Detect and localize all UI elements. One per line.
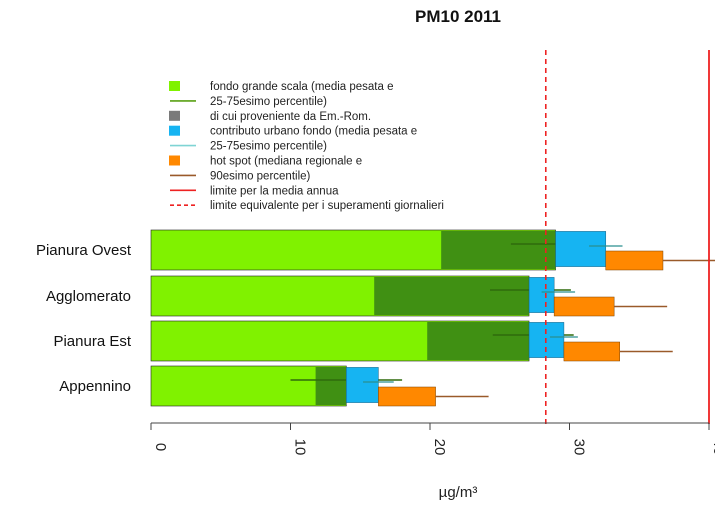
- legend-label-2: di cui proveniente da Em.-Rom.: [210, 111, 371, 123]
- bar-fondo-3: [150, 365, 347, 407]
- reference-lines: [544, 50, 710, 424]
- chart-title: PM10 2011: [415, 7, 501, 26]
- legend-label-0: fondo grande scala (media pesata e: [210, 81, 393, 93]
- legend-swatch-5: [169, 155, 180, 166]
- x-tick-label-1: 10: [292, 439, 309, 456]
- category-label-2: Pianura Est: [53, 333, 131, 350]
- x-tick-label-0: 0: [152, 443, 169, 451]
- legend-label-5: hot spot (mediana regionale e: [210, 156, 362, 168]
- legend-label-4: 25-75esimo percentile): [210, 141, 327, 153]
- legend: fondo grande scala (media pesata e 25-75e…: [169, 81, 444, 212]
- category-label-1: Agglomerato: [46, 288, 131, 305]
- legend-swatch-0: [169, 81, 180, 91]
- bar-hotspot-2: [563, 341, 620, 362]
- bars-layer: [150, 229, 715, 407]
- legend-label-7: limite per la media annua: [210, 185, 339, 197]
- legend-label-8: limite equivalente per i superamenti gio…: [210, 200, 444, 212]
- x-tick-label-4: 40: [710, 439, 715, 456]
- bar-emrom-0: [441, 231, 556, 269]
- bar-urbano-1: [528, 277, 555, 313]
- legend-label-1: 25-75esimo percentile): [210, 96, 327, 108]
- category-labels: Pianura Ovest Agglomerato Pianura Est Appen…: [36, 242, 132, 395]
- bar-urbano-0: [555, 231, 607, 267]
- category-label-3: Appennino: [59, 378, 131, 395]
- legend-swatch-2: [169, 110, 180, 121]
- bar-emrom-2: [427, 322, 530, 360]
- legend-label-3: contributo urbano fondo (media pesata e: [210, 126, 417, 138]
- x-axis-label: µg/m³: [439, 484, 478, 501]
- bar-emrom-3: [315, 367, 347, 405]
- bar-hotspot-1: [553, 296, 615, 317]
- bar-urbano-3: [346, 367, 379, 403]
- bar-hotspot-0: [605, 250, 664, 271]
- bar-hotspot-3: [378, 386, 436, 407]
- x-axis: 0 10 20 30 40: [150, 422, 715, 456]
- x-tick-label-3: 30: [571, 439, 588, 456]
- x-tick-label-2: 20: [431, 439, 448, 456]
- bar-emrom-1: [374, 277, 530, 315]
- legend-swatch-3: [169, 125, 180, 136]
- legend-label-6: 90esimo percentile): [210, 170, 311, 182]
- category-label-0: Pianura Ovest: [36, 242, 132, 259]
